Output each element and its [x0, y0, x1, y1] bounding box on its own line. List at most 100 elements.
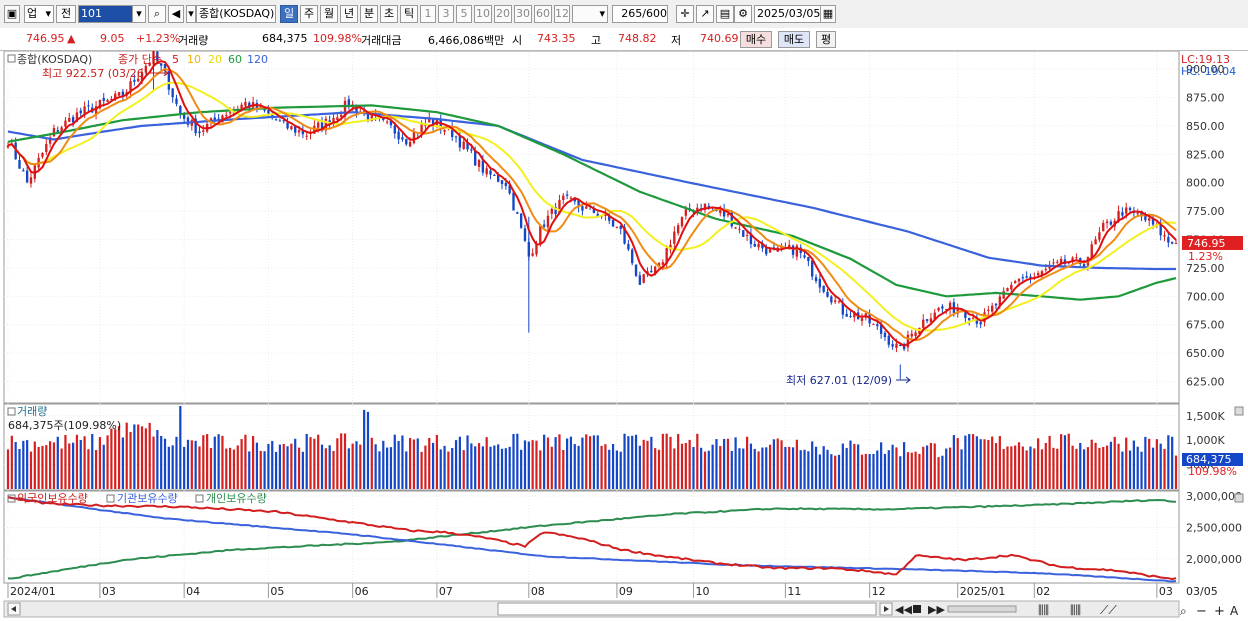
candle-width2-icon[interactable]: ⫼⫼ [1070, 603, 1081, 617]
buy-button[interactable]: 매수 [740, 31, 772, 48]
zoom-in-icon[interactable]: + [1214, 604, 1225, 619]
volume-bar [650, 436, 653, 489]
volume-bar [569, 436, 573, 489]
minute-120-button[interactable]: 120 [554, 5, 570, 23]
period-month-tab[interactable]: 월 [320, 5, 338, 23]
volume-bar [948, 447, 952, 489]
volume-bar [60, 448, 63, 489]
volume-bar [1155, 439, 1158, 489]
eval-button[interactable]: 평 [816, 31, 836, 48]
candle-body [370, 113, 373, 122]
volume-bar [558, 434, 561, 489]
minute-5-button[interactable]: 5 [456, 5, 472, 23]
candle-body [317, 122, 320, 128]
minute-1-button[interactable]: 1 [420, 5, 436, 23]
calendar-icon[interactable]: ▦ [820, 5, 836, 23]
rewind-icon[interactable]: ◀◀ [895, 603, 912, 616]
search-icon[interactable]: ⌕ [148, 5, 166, 23]
volume-bar [1044, 442, 1047, 489]
volume-bar [615, 450, 618, 489]
zoom-out-icon[interactable]: − [1196, 604, 1207, 619]
speed-slider[interactable] [947, 605, 1017, 613]
candle-body [504, 183, 508, 186]
candle-body [1128, 207, 1132, 210]
period-week-tab[interactable]: 주 [300, 5, 318, 23]
speaker-icon[interactable]: ◀ [168, 5, 184, 23]
minute-20-button[interactable]: 20 [494, 5, 512, 23]
scrollbar-thumb[interactable] [497, 602, 877, 616]
minute-60-button[interactable]: 60 [534, 5, 552, 23]
play-icon[interactable]: ▶▶ [928, 603, 945, 616]
period-year-tab[interactable]: 년 [340, 5, 358, 23]
volume-bar [1086, 447, 1090, 489]
candle-body [75, 112, 79, 122]
stock-chart[interactable]: 900.00875.00850.00825.00800.00775.00750.… [0, 51, 1248, 621]
code-dropdown-icon[interactable]: ▾ [132, 5, 146, 23]
volume-bar [891, 444, 894, 489]
sector-select[interactable]: 업 ▾ [24, 5, 54, 23]
volume-bar [278, 444, 282, 489]
volume-panel-close-icon[interactable] [1234, 406, 1244, 416]
current-price-tag [1182, 235, 1243, 250]
volume-bar [952, 435, 955, 489]
trend-tool-icon[interactable]: ↗ [696, 5, 714, 23]
candle-body [669, 244, 672, 250]
foreign-legend: 외국인보유수량 [17, 492, 88, 505]
ma120-line [7, 111, 1176, 271]
volume-bar [761, 447, 764, 489]
volume-bar [734, 437, 737, 489]
minute-custom-select[interactable]: ▾ [572, 5, 608, 23]
period-tick-tab[interactable]: 틱 [400, 5, 418, 23]
volume-bar [596, 435, 599, 489]
gear-icon[interactable]: ⚙ [734, 5, 752, 23]
candle-body [646, 271, 649, 274]
search-icon[interactable]: ⌕ [1180, 604, 1187, 618]
candle-body [761, 243, 764, 249]
minute-10-button[interactable]: 10 [474, 5, 492, 23]
volume-bar [140, 426, 144, 489]
volume-bar [336, 438, 339, 489]
volume-bar [1010, 446, 1013, 489]
save-icon[interactable]: ▤ [716, 5, 734, 23]
volume-bar [822, 446, 825, 489]
candle-body [531, 253, 534, 256]
candle-body [225, 115, 228, 117]
stop-icon[interactable] [913, 605, 921, 613]
volume-bar [470, 443, 473, 489]
speaker-dropdown-icon[interactable]: ▾ [186, 5, 196, 23]
ma5-legend: 5 [172, 53, 179, 66]
sell-button[interactable]: 매도 [778, 31, 810, 48]
period-second-tab[interactable]: 초 [380, 5, 398, 23]
crosshair-icon[interactable]: ✛ [676, 5, 694, 23]
volume-bar [267, 443, 270, 489]
volume-bar [52, 442, 56, 489]
volume-bar [562, 449, 565, 489]
volume-bar [910, 452, 913, 489]
font-size-icon[interactable]: A [1230, 604, 1239, 618]
zoom-slider-icon[interactable]: ⟋⟋ [1100, 603, 1117, 617]
candle-body [696, 207, 699, 211]
code-input[interactable]: 101 [78, 5, 146, 23]
volume-bar [41, 445, 44, 489]
candle-body [757, 243, 760, 248]
volume-bar [864, 453, 867, 489]
window-icon[interactable]: ▣ [4, 5, 20, 23]
candle-body [202, 130, 205, 132]
date-field[interactable]: 2025/03/05 [754, 5, 834, 23]
volume-bar [282, 444, 285, 489]
candle-body [278, 120, 282, 122]
volume-bar [987, 440, 990, 489]
count-field[interactable]: 265/600 [612, 5, 668, 23]
volume-bar [811, 441, 814, 489]
period-day-tab[interactable]: 일 [280, 5, 298, 23]
candle-width-icon[interactable]: ⫼⫼ [1038, 603, 1049, 617]
minute-30-button[interactable]: 30 [514, 5, 532, 23]
holdings-panel-close-icon[interactable] [1234, 493, 1244, 503]
prev-button[interactable]: 전 [56, 5, 76, 23]
minute-3-button[interactable]: 3 [438, 5, 454, 23]
period-minute-tab[interactable]: 분 [360, 5, 378, 23]
month-label: 11 [787, 585, 801, 598]
volume-bar [577, 445, 580, 489]
volume-bar [221, 435, 224, 489]
volume-bar [343, 433, 347, 489]
